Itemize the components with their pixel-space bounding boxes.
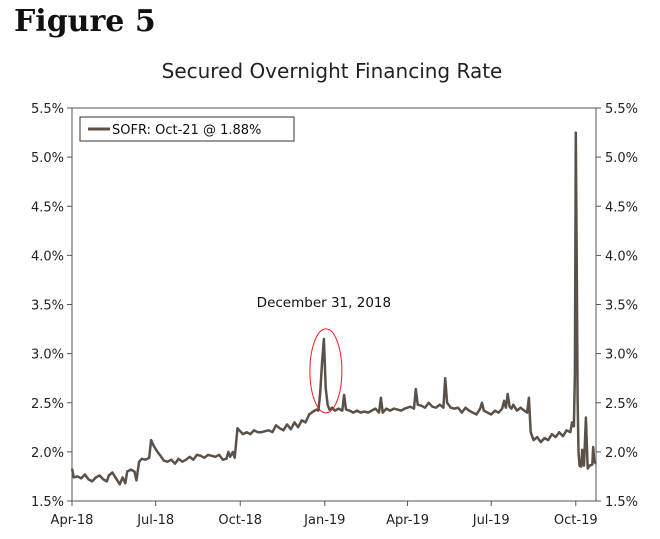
plot-area	[71, 107, 597, 502]
y-tick-left-label: 1.5%	[31, 495, 64, 510]
x-axis: Apr-18 Jul-18 Oct-18 Jan-19 Apr-19 Jul-19 Oct-…	[51, 501, 598, 528]
x-tick-label: Oct-18	[218, 513, 262, 528]
legend-box	[79, 116, 295, 142]
x-tick-label: Apr-18	[51, 513, 94, 528]
y-tick-right-label: 2.0%	[605, 446, 638, 461]
y-tick-left-label: 5.0%	[31, 151, 64, 166]
y-axis-right: 1.5% 2.0% 2.5% 3.0% 3.5% 4.0% 4.5% 5.0% 5.5%	[596, 102, 638, 510]
x-tick-label: Apr-19	[386, 513, 429, 528]
x-tick-label: Jan-19	[303, 513, 345, 528]
y-tick-right-label: 3.0%	[605, 348, 638, 363]
annotation: December 31, 2018	[257, 295, 391, 414]
y-tick-left-label: 2.5%	[31, 397, 64, 412]
annotation-ellipse	[309, 328, 343, 414]
figure-label: Figure 5	[14, 4, 156, 39]
y-tick-right-label: 3.5%	[605, 299, 638, 314]
y-tick-right-label: 5.5%	[605, 102, 638, 117]
y-tick-left-label: 3.0%	[31, 348, 64, 363]
chart-title: Secured Overnight Financing Rate	[162, 59, 503, 83]
y-tick-right-label: 4.0%	[605, 249, 638, 264]
y-tick-left-label: 5.5%	[31, 102, 64, 117]
y-axis-left: 1.5% 2.0% 2.5% 3.0% 3.5% 4.0% 4.5% 5.0% 5.5%	[31, 102, 72, 510]
y-tick-left-label: 3.5%	[31, 299, 64, 314]
x-tick-label: Oct-19	[554, 513, 598, 528]
x-tick-label: Jul-19	[472, 513, 510, 528]
sofr-series-line	[70, 131, 597, 486]
y-tick-right-label: 5.0%	[605, 151, 638, 166]
y-tick-right-label: 4.5%	[605, 200, 638, 215]
legend-label: SOFR: Oct-21 @ 1.88%	[112, 123, 261, 138]
y-tick-left-label: 4.5%	[31, 200, 64, 215]
y-tick-left-label: 2.0%	[31, 446, 64, 461]
legend: SOFR: Oct-21 @ 1.88%	[79, 116, 295, 142]
annotation-label: December 31, 2018	[257, 295, 391, 311]
y-tick-right-label: 2.5%	[605, 397, 638, 412]
y-tick-right-label: 1.5%	[605, 495, 638, 510]
x-tick-label: Jul-18	[136, 513, 174, 528]
y-tick-left-label: 4.0%	[31, 249, 64, 264]
